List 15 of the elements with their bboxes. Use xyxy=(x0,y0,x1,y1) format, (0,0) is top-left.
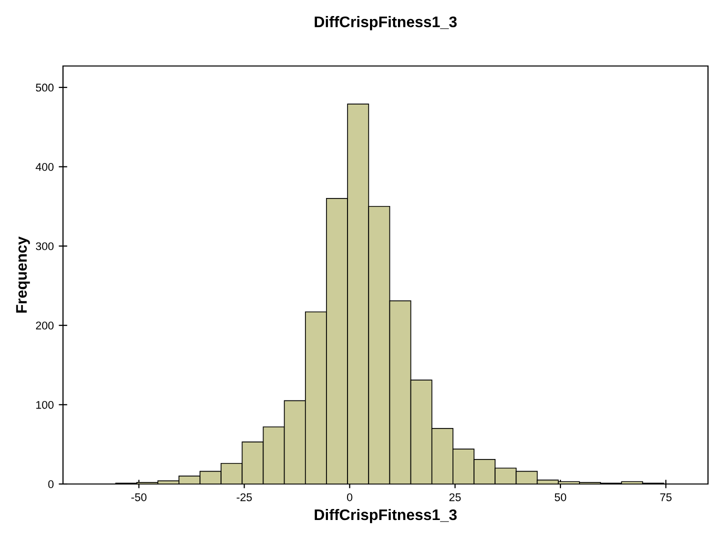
y-tick-label: 300 xyxy=(36,242,54,250)
y-tick-label: 200 xyxy=(36,322,54,330)
y-tick-label: 400 xyxy=(36,163,54,171)
x-tick-label: 25 xyxy=(449,493,461,502)
y-tick-label: 500 xyxy=(36,84,54,92)
x-tick-label: 75 xyxy=(660,493,672,502)
x-tick-label: -25 xyxy=(236,493,252,502)
chart-title: DiffCrispFitness1_3 xyxy=(314,16,457,30)
y-axis-title: Frequency xyxy=(16,236,30,313)
y-tick-label: 100 xyxy=(36,400,54,409)
x-tick-label: 50 xyxy=(554,493,566,502)
x-tick-label: -50 xyxy=(131,493,146,502)
y-tick-label: 0 xyxy=(48,480,54,488)
x-tick-label: 0 xyxy=(347,493,352,502)
x-axis-title: DiffCrispFitness1_3 xyxy=(314,508,457,524)
